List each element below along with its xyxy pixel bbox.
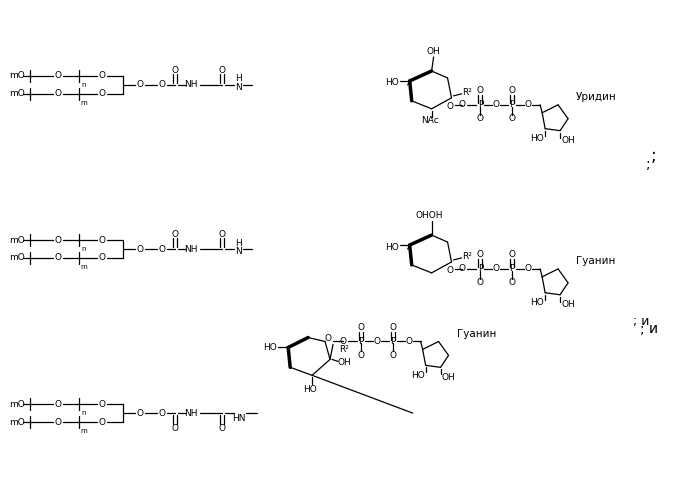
- Text: O: O: [99, 418, 105, 426]
- Text: O: O: [389, 323, 396, 332]
- Text: H: H: [235, 238, 242, 248]
- Text: NAc: NAc: [421, 116, 439, 125]
- Text: O: O: [136, 80, 143, 90]
- Text: O: O: [524, 100, 532, 110]
- Text: O: O: [493, 100, 500, 110]
- Text: O: O: [99, 254, 105, 262]
- Text: O: O: [171, 66, 178, 74]
- Text: O: O: [446, 266, 453, 276]
- Text: O: O: [99, 72, 105, 80]
- Text: ; и: ; и: [632, 315, 649, 328]
- Text: O: O: [357, 351, 365, 360]
- Text: ; и: ; и: [640, 322, 657, 336]
- Text: O: O: [389, 351, 396, 360]
- Text: m: m: [81, 264, 88, 270]
- Text: ;: ;: [651, 146, 657, 164]
- Text: N: N: [235, 84, 242, 92]
- Text: HO: HO: [385, 78, 399, 88]
- Text: HO: HO: [303, 384, 317, 394]
- Text: O: O: [477, 114, 484, 123]
- Text: O: O: [459, 100, 466, 110]
- Text: O: O: [99, 90, 105, 98]
- Text: O: O: [509, 114, 516, 123]
- Text: OH: OH: [441, 373, 456, 382]
- Text: n: n: [82, 246, 86, 252]
- Text: OH: OH: [427, 46, 441, 56]
- Text: O: O: [477, 86, 484, 96]
- Text: O: O: [325, 334, 331, 343]
- Text: NH: NH: [184, 80, 197, 90]
- Text: P: P: [478, 100, 483, 110]
- Text: O: O: [493, 264, 500, 274]
- Text: O: O: [158, 80, 165, 90]
- Text: O: O: [509, 250, 516, 260]
- Text: O: O: [477, 250, 484, 260]
- Text: O: O: [136, 408, 143, 418]
- Text: mO: mO: [9, 90, 25, 98]
- Text: mO: mO: [9, 72, 25, 80]
- Text: O: O: [55, 90, 61, 98]
- Text: O: O: [509, 278, 516, 287]
- Text: HO: HO: [531, 298, 544, 307]
- Text: O: O: [55, 400, 61, 408]
- Text: HO: HO: [385, 242, 399, 252]
- Text: R²: R²: [462, 252, 472, 262]
- Text: H: H: [235, 74, 242, 84]
- Text: O: O: [405, 337, 412, 346]
- Text: HO: HO: [411, 371, 425, 380]
- Text: NH: NH: [184, 244, 197, 254]
- Text: mO: mO: [9, 400, 25, 408]
- Text: R²: R²: [339, 345, 349, 354]
- Text: mO: mO: [9, 236, 25, 244]
- Text: O: O: [509, 86, 516, 96]
- Text: P: P: [510, 264, 515, 274]
- Text: O: O: [55, 254, 61, 262]
- Text: mO: mO: [9, 418, 25, 426]
- Text: m: m: [81, 428, 88, 434]
- Text: O: O: [158, 408, 165, 418]
- Text: O: O: [171, 424, 178, 432]
- Text: N: N: [235, 248, 242, 256]
- Text: O: O: [55, 72, 61, 80]
- Text: O: O: [524, 264, 532, 274]
- Text: O: O: [477, 278, 484, 287]
- Text: OH: OH: [561, 136, 575, 145]
- Text: O: O: [99, 400, 105, 408]
- Text: m: m: [81, 100, 88, 106]
- Text: P: P: [510, 100, 515, 110]
- Text: P: P: [390, 337, 396, 346]
- Text: P: P: [358, 337, 364, 346]
- Text: O: O: [158, 244, 165, 254]
- Text: O: O: [357, 323, 365, 332]
- Text: O: O: [340, 337, 346, 346]
- Text: HN: HN: [232, 414, 245, 422]
- Text: OHOH: OHOH: [416, 210, 443, 220]
- Text: O: O: [446, 102, 453, 112]
- Text: ;: ;: [647, 158, 651, 172]
- Text: O: O: [219, 424, 226, 432]
- Text: R²: R²: [462, 88, 472, 98]
- Text: O: O: [459, 264, 466, 274]
- Text: Гуанин: Гуанин: [576, 256, 616, 266]
- Text: mO: mO: [9, 254, 25, 262]
- Text: n: n: [82, 410, 86, 416]
- Text: O: O: [99, 236, 105, 244]
- Text: Гуанин: Гуанин: [457, 328, 496, 338]
- Text: O: O: [136, 244, 143, 254]
- Text: O: O: [219, 66, 226, 74]
- Text: O: O: [171, 230, 178, 238]
- Text: P: P: [478, 264, 483, 274]
- Text: HO: HO: [263, 343, 277, 352]
- Text: O: O: [373, 337, 380, 346]
- Text: n: n: [82, 82, 86, 88]
- Text: OH: OH: [337, 358, 351, 367]
- Text: O: O: [55, 418, 61, 426]
- Text: HO: HO: [531, 134, 544, 143]
- Text: O: O: [55, 236, 61, 244]
- Text: OH: OH: [561, 300, 575, 309]
- Text: NH: NH: [184, 408, 197, 418]
- Text: O: O: [219, 230, 226, 238]
- Text: Уридин: Уридин: [576, 92, 616, 102]
